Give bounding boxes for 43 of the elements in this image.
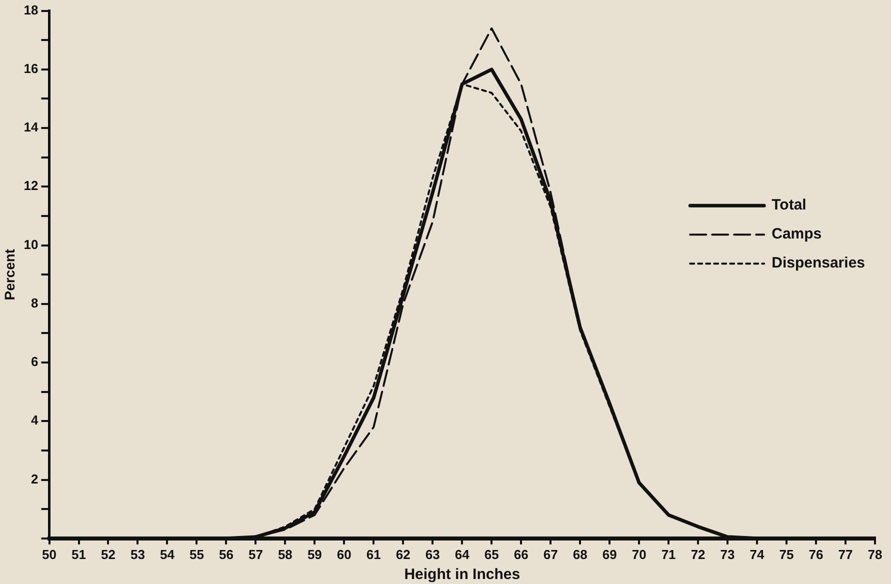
x-tick-label: 51 <box>72 546 86 562</box>
y-tick-label: 18 <box>24 2 38 18</box>
x-tick-label: 73 <box>720 546 735 562</box>
y-tick-label: 2 <box>31 471 38 486</box>
x-tick-label: 50 <box>42 546 56 562</box>
x-tick-label: 71 <box>661 546 676 562</box>
y-tick-label: 16 <box>24 61 38 76</box>
y-tick-label: 8 <box>31 295 38 310</box>
x-axis-title: Height in Inches <box>404 566 520 584</box>
x-tick-label: 52 <box>101 546 116 562</box>
x-tick-label: 67 <box>543 546 558 562</box>
x-tick-label: 74 <box>750 546 766 562</box>
x-tick-label: 75 <box>779 546 794 562</box>
y-tick-label: 14 <box>24 120 40 135</box>
legend-label: Camps <box>772 226 822 243</box>
legend-label: Dispensaries <box>772 254 866 272</box>
x-tick-label: 65 <box>484 546 499 562</box>
x-tick-label: 61 <box>366 546 381 562</box>
y-axis-title: Percent <box>1 248 18 300</box>
x-tick-label: 64 <box>454 546 470 562</box>
x-tick-label: 53 <box>130 546 145 562</box>
y-tick-label: 12 <box>24 178 38 194</box>
x-tick-label: 55 <box>189 546 204 562</box>
x-tick-label: 78 <box>868 546 882 562</box>
y-tick-label: 4 <box>31 412 40 428</box>
x-tick-label: 72 <box>690 546 706 562</box>
x-tick-label: 66 <box>514 546 528 562</box>
legend-label: Total <box>772 196 806 214</box>
x-tick-label: 59 <box>307 546 322 562</box>
x-tick-label: 58 <box>278 546 292 562</box>
x-tick-label: 68 <box>572 546 588 562</box>
x-tick-label: 70 <box>632 546 646 562</box>
x-tick-label: 62 <box>396 546 410 562</box>
x-tick-label: 54 <box>160 546 176 562</box>
y-tick-label: 10 <box>24 236 38 252</box>
y-tick-label: 6 <box>31 354 38 370</box>
x-tick-label: 57 <box>248 546 263 562</box>
x-tick-label: 60 <box>336 546 352 562</box>
x-tick-label: 76 <box>808 546 824 562</box>
x-tick-label: 77 <box>838 546 853 562</box>
x-tick-label: 56 <box>218 546 234 562</box>
x-tick-label: 69 <box>602 546 617 562</box>
x-tick-label: 63 <box>425 546 440 562</box>
